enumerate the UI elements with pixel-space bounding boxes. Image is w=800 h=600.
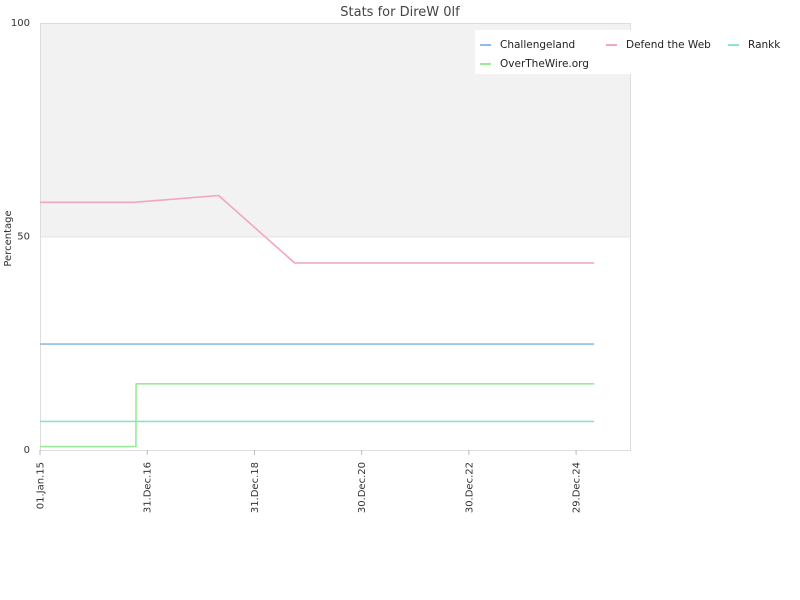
x-tick-label: 31.Dec.18: [250, 462, 261, 513]
x-tick-label: 31.Dec.16: [143, 462, 154, 513]
y-tick-label: 0: [24, 445, 30, 456]
y-tick-label: 50: [17, 232, 30, 243]
chart-title: Stats for DireW 0lf: [340, 5, 460, 20]
legend-background: [475, 30, 795, 74]
legend-label: Defend the Web: [626, 39, 711, 51]
x-tick-label: 30.Dec.22: [464, 462, 475, 513]
x-tick-label: 01.Jan.15: [36, 462, 47, 509]
series-line-overthewire-org: [40, 382, 595, 448]
series-line-defend-the-web: [40, 194, 595, 264]
x-tick-label: 29.Dec.24: [572, 462, 583, 513]
plot-frame: [40, 23, 631, 451]
y-tick-label: 100: [11, 18, 30, 29]
y-axis-label: Percentage: [3, 210, 14, 266]
legend-label: Challengeland: [500, 39, 575, 51]
legend-label: Rankk: [748, 39, 781, 51]
legend-label: OverTheWire.org: [500, 58, 589, 70]
x-tick-label: 30.Dec.20: [357, 462, 368, 513]
legend: Challengeland Defend the Web Rankk OverTheW…: [475, 30, 795, 74]
